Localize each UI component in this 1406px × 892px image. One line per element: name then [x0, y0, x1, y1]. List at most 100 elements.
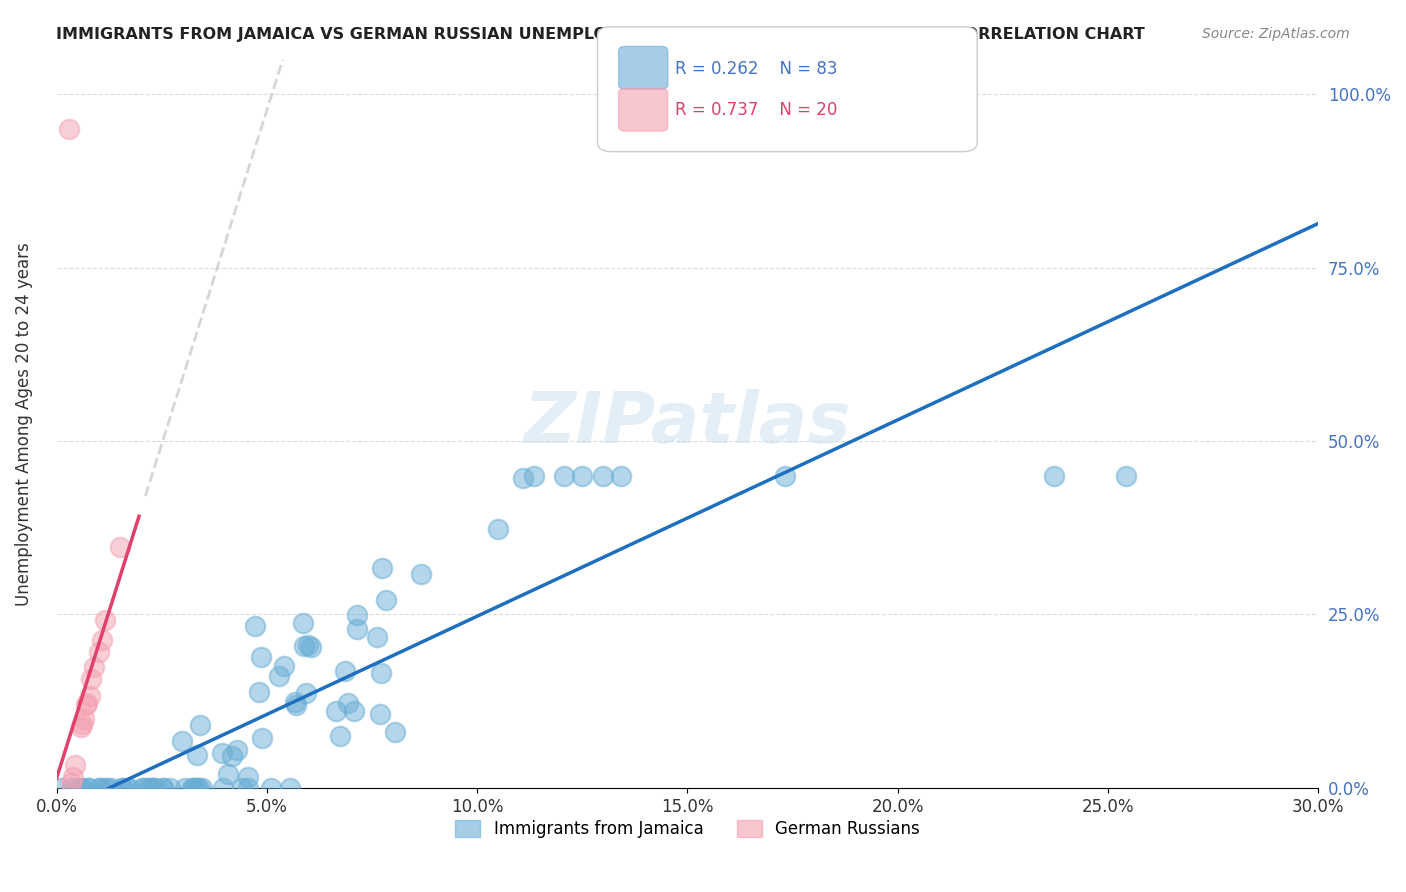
- Point: [51, 814, 73, 828]
- Point: [51, 818, 73, 832]
- Point: [773, 468, 796, 483]
- Point: [333, 664, 356, 678]
- Point: [297, 639, 319, 653]
- Point: [249, 650, 271, 665]
- Point: [592, 468, 614, 483]
- Point: [94, 613, 117, 627]
- Point: [186, 780, 208, 795]
- Point: [134, 780, 156, 795]
- Point: [225, 743, 247, 757]
- Point: [188, 718, 211, 732]
- Point: [77, 780, 100, 795]
- Point: [90, 633, 112, 648]
- Point: [111, 780, 134, 795]
- Point: [83, 660, 105, 674]
- Point: [375, 593, 398, 607]
- Point: [110, 541, 132, 555]
- Point: [73, 712, 96, 726]
- Point: [336, 697, 359, 711]
- Point: [371, 561, 394, 575]
- Point: [67, 780, 90, 795]
- Point: [384, 724, 406, 739]
- Point: [1115, 468, 1137, 483]
- Point: [409, 567, 432, 582]
- Point: [59, 775, 82, 789]
- Point: [143, 780, 166, 795]
- Point: [343, 704, 366, 718]
- Point: [284, 696, 307, 710]
- Point: [110, 780, 132, 795]
- Point: [53, 803, 76, 817]
- Point: [70, 720, 93, 734]
- Point: [152, 780, 174, 795]
- Point: [523, 468, 546, 483]
- Text: IMMIGRANTS FROM JAMAICA VS GERMAN RUSSIAN UNEMPLOYMENT AMONG AGES 20 TO 24 YEARS: IMMIGRANTS FROM JAMAICA VS GERMAN RUSSIA…: [56, 27, 1144, 42]
- Point: [70, 717, 93, 731]
- Point: [269, 669, 291, 683]
- Point: [273, 658, 295, 673]
- Point: [245, 619, 267, 633]
- Point: [368, 706, 391, 721]
- Point: [346, 607, 368, 622]
- Point: [51, 813, 73, 827]
- Point: [60, 780, 83, 795]
- Point: [76, 780, 98, 795]
- Point: [186, 747, 208, 762]
- Point: [187, 780, 209, 795]
- Point: [70, 780, 93, 795]
- Point: [260, 780, 283, 795]
- Point: [1042, 468, 1064, 483]
- Point: [79, 689, 101, 703]
- Text: R = 0.737    N = 20: R = 0.737 N = 20: [675, 101, 837, 119]
- Point: [325, 704, 347, 718]
- Point: [87, 780, 110, 795]
- Point: [211, 747, 233, 761]
- Point: [136, 780, 159, 795]
- Point: [181, 780, 204, 795]
- Point: [247, 684, 270, 698]
- Point: [250, 731, 273, 745]
- Point: [236, 770, 259, 784]
- Point: [278, 780, 301, 795]
- Point: [142, 780, 165, 795]
- Point: [512, 471, 534, 485]
- Point: [100, 780, 122, 795]
- Point: [65, 758, 87, 772]
- Point: [118, 780, 141, 795]
- Point: [610, 468, 633, 483]
- Point: [299, 640, 322, 654]
- Point: [221, 748, 243, 763]
- Point: [159, 780, 181, 795]
- Point: [172, 734, 194, 748]
- Point: [294, 686, 316, 700]
- Point: [142, 780, 165, 795]
- Point: [553, 468, 575, 483]
- Point: [292, 639, 315, 653]
- Point: [96, 780, 118, 795]
- Point: [231, 780, 253, 795]
- Point: [486, 522, 509, 536]
- Point: [49, 780, 72, 795]
- Point: [346, 622, 368, 636]
- Point: [212, 780, 235, 795]
- Point: [173, 780, 195, 795]
- Point: [236, 780, 259, 795]
- Point: [87, 644, 110, 658]
- Point: [191, 780, 214, 795]
- Point: [217, 767, 239, 781]
- Point: [80, 673, 103, 687]
- Point: [184, 780, 207, 795]
- Point: [62, 770, 84, 784]
- Point: [180, 780, 202, 795]
- Text: Source: ZipAtlas.com: Source: ZipAtlas.com: [1202, 27, 1350, 41]
- Point: [571, 468, 593, 483]
- Point: [370, 665, 392, 680]
- Point: [329, 729, 352, 743]
- Point: [75, 698, 97, 713]
- Point: [115, 780, 138, 795]
- Text: R = 0.262    N = 83: R = 0.262 N = 83: [675, 60, 838, 78]
- Point: [366, 630, 388, 644]
- Point: [51, 828, 73, 842]
- Point: [58, 122, 80, 136]
- Point: [152, 780, 174, 795]
